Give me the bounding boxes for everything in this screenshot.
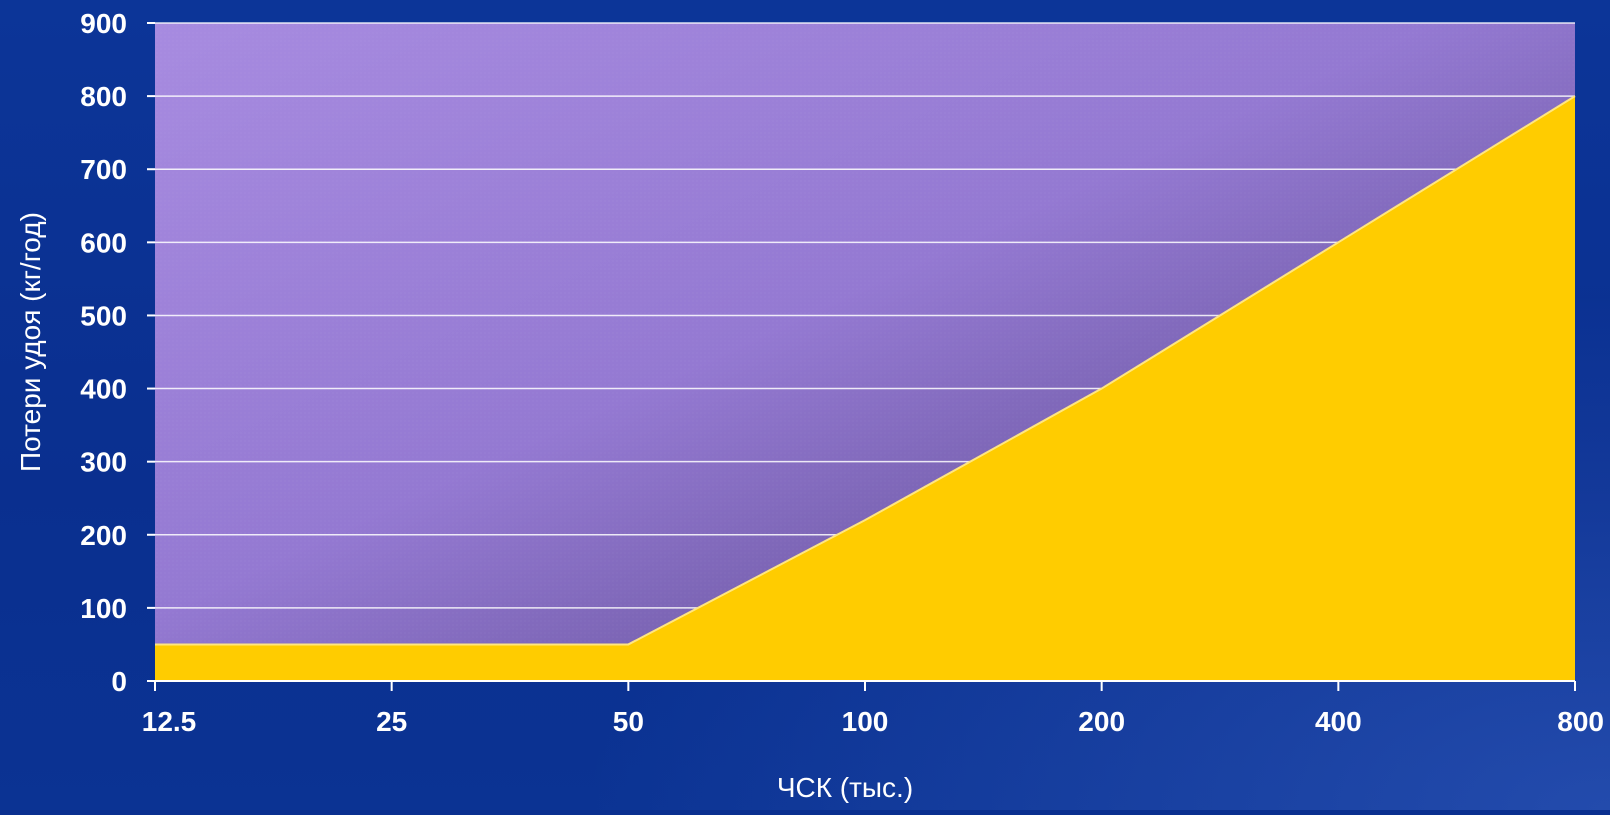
- area-series: [155, 96, 1575, 682]
- x-tick-label: 100: [842, 706, 889, 737]
- x-tick-label: 50: [613, 706, 644, 737]
- y-tick-label: 800: [80, 81, 127, 112]
- x-axis-ticks: 12.5 25 50 100 200 400 800: [142, 680, 1604, 737]
- y-axis-ticks: 0 100 200 300 400 500 600 700 800 900: [80, 8, 155, 697]
- y-tick-label: 200: [80, 520, 127, 551]
- y-tick-label: 0: [111, 666, 127, 697]
- x-tick-label: 800: [1557, 706, 1604, 737]
- y-tick-label: 700: [80, 154, 127, 185]
- y-axis-title: Потери удоя (кг/год): [15, 212, 46, 472]
- x-axis-title: ЧСК (тыс.): [777, 772, 913, 803]
- y-tick-label: 500: [80, 300, 127, 331]
- y-tick-label: 100: [80, 593, 127, 624]
- y-tick-label: 600: [80, 227, 127, 258]
- x-tick-label: 12.5: [142, 706, 197, 737]
- x-tick-label: 200: [1078, 706, 1125, 737]
- y-tick-label: 400: [80, 374, 127, 405]
- y-tick-label: 900: [80, 8, 127, 39]
- y-tick-label: 300: [80, 447, 127, 478]
- x-tick-label: 25: [376, 706, 407, 737]
- x-tick-label: 400: [1315, 706, 1362, 737]
- area-series-edge: [155, 95, 1576, 646]
